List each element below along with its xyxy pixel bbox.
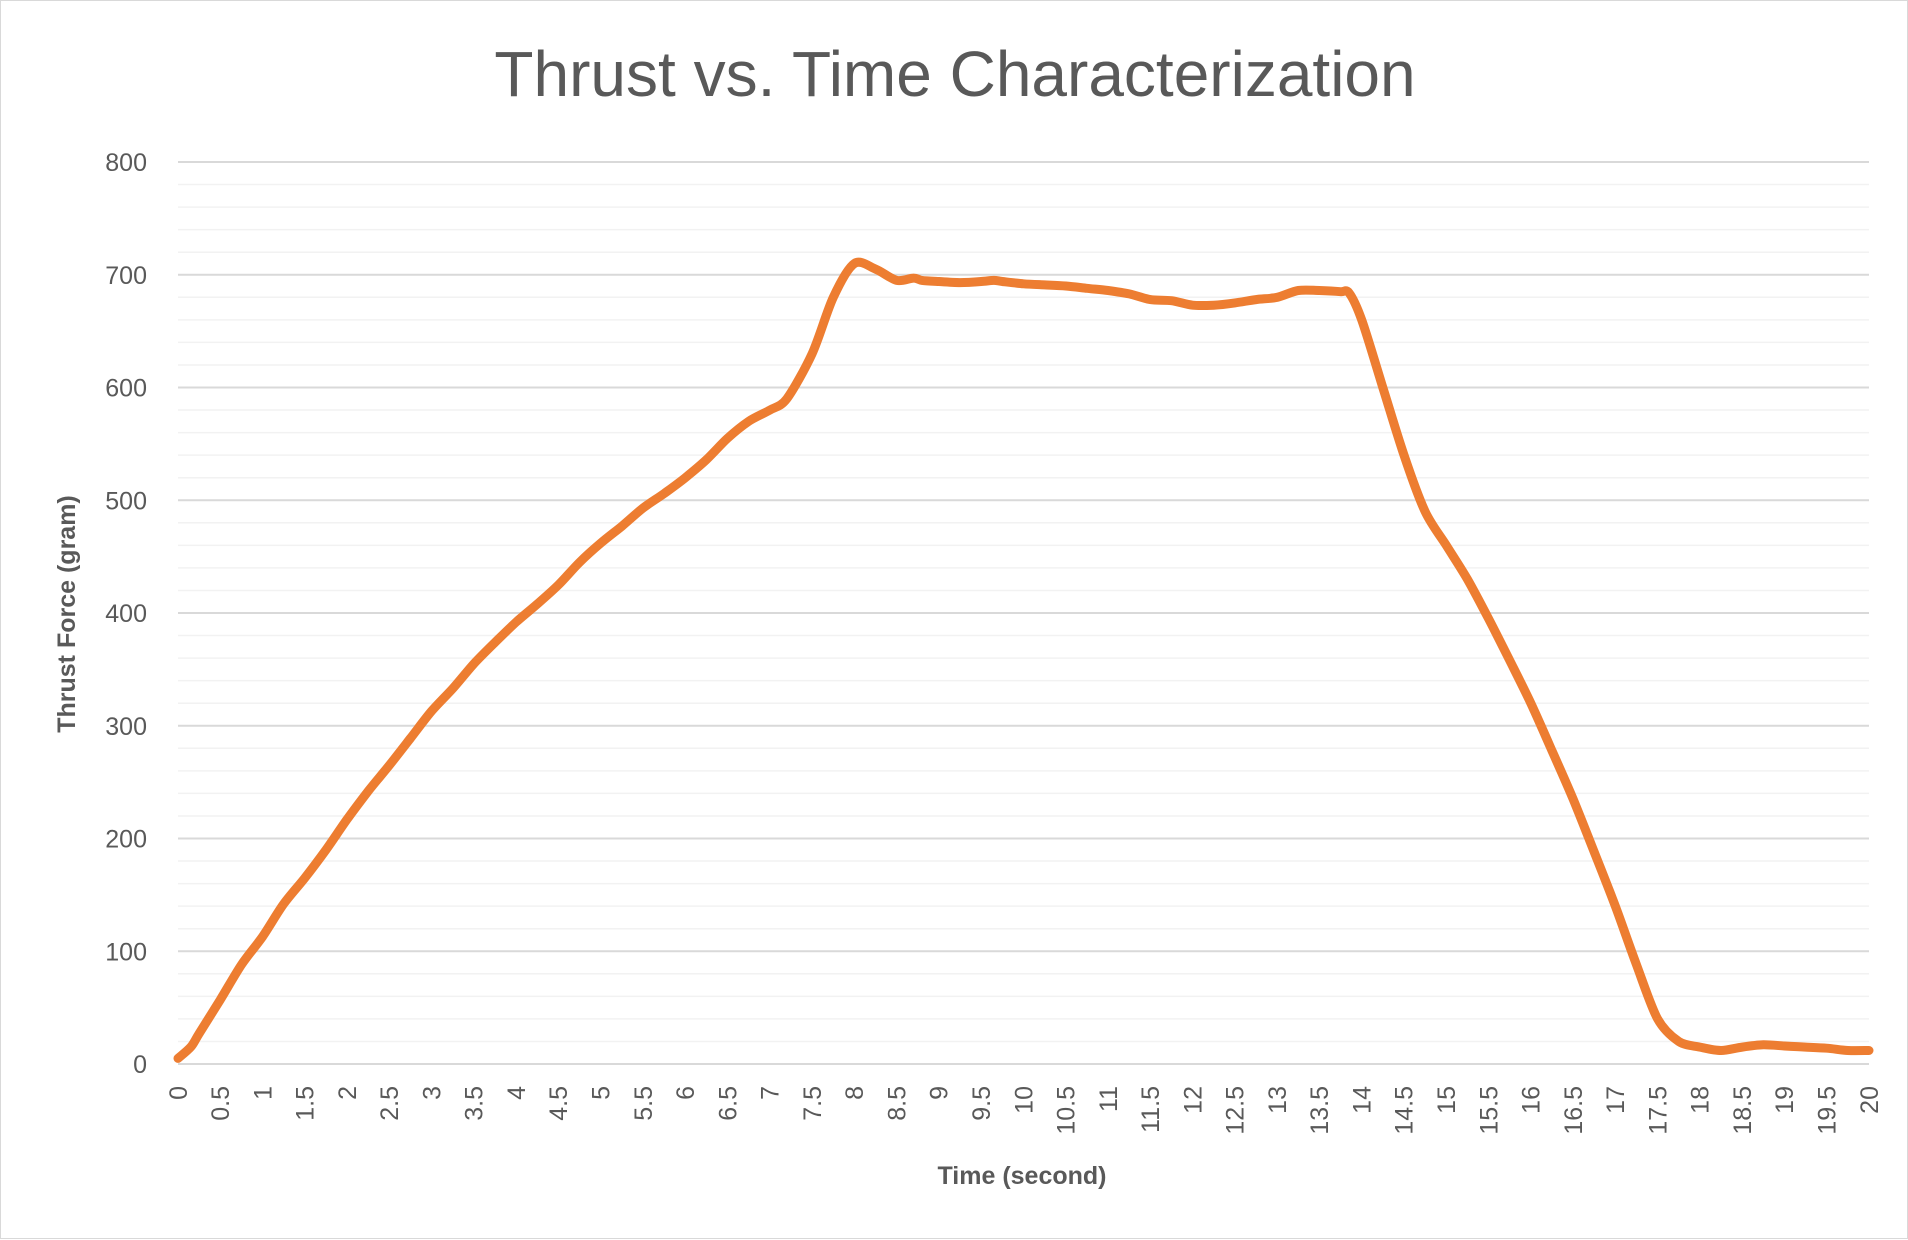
chart-title: Thrust vs. Time Characterization [494, 38, 1415, 110]
y-axis-label: Thrust Force (gram) [53, 495, 81, 733]
x-tick-label: 4 [503, 1086, 531, 1100]
x-tick-label: 7 [757, 1086, 785, 1100]
x-axis-label: Time (second) [937, 1162, 1106, 1190]
x-tick-label: 15.5 [1475, 1086, 1503, 1135]
x-tick-label: 8 [841, 1086, 869, 1100]
x-tick-label: 0.5 [207, 1086, 235, 1121]
x-tick-label: 13 [1264, 1086, 1292, 1114]
x-tick-label: 20 [1856, 1086, 1884, 1114]
major-gridlines [178, 161, 1869, 953]
minor-gridlines [178, 183, 1869, 1043]
x-tick-label: 16.5 [1560, 1086, 1588, 1135]
x-tick-label: 6 [672, 1086, 700, 1100]
x-tick-label: 18 [1687, 1086, 1715, 1114]
y-tick-label: 800 [105, 149, 147, 177]
y-tick-label: 700 [105, 262, 147, 290]
x-tick-label: 10.5 [1053, 1086, 1081, 1135]
x-tick-label: 11.5 [1137, 1086, 1165, 1133]
x-tick-label: 4.5 [545, 1086, 573, 1121]
x-tick-label: 6.5 [714, 1086, 742, 1121]
x-tick-label: 1 [249, 1086, 277, 1100]
x-tick-label: 19 [1771, 1086, 1799, 1114]
series-layer [173, 257, 1874, 1063]
x-tick-label: 14 [1348, 1086, 1376, 1114]
x-tick-label: 19.5 [1813, 1086, 1841, 1135]
x-tick-label: 7.5 [799, 1086, 827, 1121]
y-tick-label: 0 [133, 1051, 147, 1079]
y-tick-label: 600 [105, 375, 147, 403]
x-tick-label: 13.5 [1306, 1086, 1334, 1135]
x-tick-label: 15 [1433, 1086, 1461, 1114]
x-tick-label: 0 [165, 1086, 193, 1100]
y-axis-tick-labels: 0 100 200 300 400 500 600 700 800 [105, 149, 147, 1079]
x-tick-label: 2 [334, 1086, 362, 1100]
y-tick-label: 500 [105, 487, 147, 515]
series-line [173, 257, 1874, 1063]
x-tick-label: 3 [418, 1086, 446, 1100]
x-tick-label: 3.5 [461, 1086, 489, 1121]
x-tick-label: 12 [1179, 1086, 1207, 1114]
x-tick-label: 11 [1095, 1086, 1123, 1112]
x-tick-label: 9 [926, 1086, 954, 1100]
y-tick-label: 300 [105, 713, 147, 741]
x-tick-label: 5 [588, 1086, 616, 1100]
x-tick-label: 17 [1602, 1086, 1630, 1114]
x-tick-label: 16 [1518, 1086, 1546, 1114]
y-tick-label: 400 [105, 600, 147, 628]
x-tick-label: 9.5 [968, 1086, 996, 1121]
x-tick-label: 17.5 [1644, 1086, 1672, 1135]
x-tick-label: 10 [1010, 1086, 1038, 1114]
y-tick-label: 200 [105, 826, 147, 854]
x-tick-label: 5.5 [630, 1086, 658, 1121]
x-axis-tick-labels: 0 0.5 1 1.5 2 2.5 3 3.5 4 4.5 5 5.5 6 6.5 7 7.5 8 8.5 9 9.5… [165, 1086, 1884, 1135]
x-tick-label: 1.5 [292, 1086, 320, 1121]
x-tick-label: 18.5 [1729, 1086, 1757, 1135]
x-tick-label: 2.5 [376, 1086, 404, 1121]
x-tick-label: 12.5 [1222, 1086, 1250, 1135]
x-tick-label: 8.5 [883, 1086, 911, 1121]
y-tick-label: 100 [105, 938, 147, 966]
x-tick-label: 14.5 [1391, 1086, 1419, 1135]
